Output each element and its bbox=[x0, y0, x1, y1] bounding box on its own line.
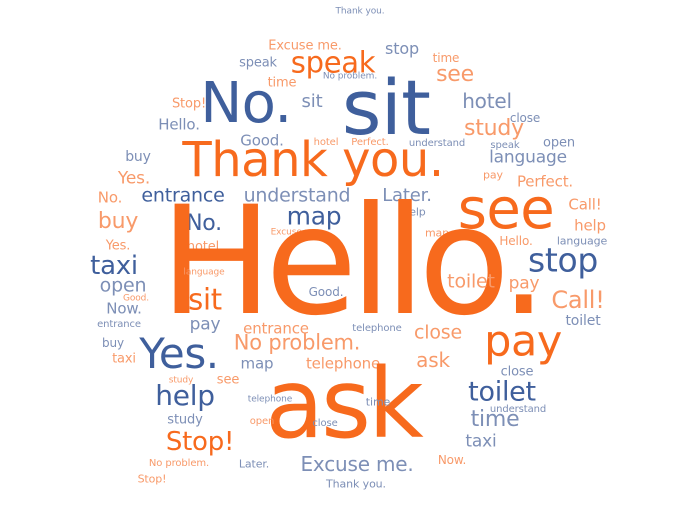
cloud-word: Stop! bbox=[137, 472, 167, 486]
cloud-word: Excuse me. bbox=[268, 38, 342, 54]
cloud-word: close bbox=[312, 418, 338, 429]
cloud-word: Good. bbox=[240, 131, 284, 150]
cloud-word: Excuse me. bbox=[300, 452, 414, 476]
cloud-word: time bbox=[470, 407, 520, 432]
cloud-word: Call! bbox=[568, 195, 602, 214]
cloud-word: No problem. bbox=[148, 458, 210, 469]
cloud-word: taxi bbox=[112, 351, 136, 367]
cloud-word: language bbox=[489, 147, 567, 168]
cloud-word: ask bbox=[416, 348, 450, 372]
cloud-word: Later. bbox=[238, 457, 270, 471]
cloud-word: Excuse me. bbox=[270, 227, 322, 238]
cloud-word: Now. bbox=[437, 453, 467, 467]
cloud-word: No. bbox=[186, 211, 222, 236]
cloud-word: Stop! bbox=[171, 96, 207, 112]
cloud-word: telephone bbox=[352, 323, 402, 334]
cloud-word: map bbox=[424, 226, 450, 240]
cloud-word: speak bbox=[290, 45, 376, 80]
cloud-word: pay bbox=[484, 316, 562, 367]
cloud-word: Yes. bbox=[105, 238, 131, 254]
cloud-word: speak bbox=[239, 55, 277, 71]
cloud-word: buy bbox=[125, 149, 151, 165]
cloud-word: Good. bbox=[122, 293, 150, 304]
cloud-word: pay bbox=[189, 314, 221, 335]
cloud-word: Thank you. bbox=[335, 6, 385, 17]
cloud-word: Yes. bbox=[139, 329, 219, 378]
cloud-word: see bbox=[216, 372, 240, 388]
cloud-word: buy bbox=[102, 336, 124, 350]
cloud-word: Perfect. bbox=[516, 172, 574, 191]
cloud-word: pay bbox=[508, 273, 540, 294]
cloud-word: No. bbox=[200, 71, 292, 136]
cloud-word: understand bbox=[489, 404, 547, 415]
cloud-word: help bbox=[402, 205, 426, 219]
cloud-word: close bbox=[500, 364, 534, 380]
cloud-word: telephone bbox=[305, 354, 381, 373]
cloud-word: No problem. bbox=[233, 330, 361, 355]
cloud-word: hotel bbox=[186, 239, 220, 255]
cloud-word: speak bbox=[490, 140, 520, 151]
cloud-word: buy bbox=[97, 209, 139, 234]
cloud-word: hotel bbox=[462, 89, 512, 113]
cloud-word: Perfect. bbox=[351, 137, 389, 148]
cloud-word: taxi bbox=[465, 431, 497, 452]
cloud-word: ask bbox=[265, 348, 424, 460]
cloud-word: study bbox=[168, 375, 194, 386]
cloud-word: study bbox=[464, 116, 524, 141]
cloud-word: study bbox=[167, 412, 203, 428]
cloud-word: toilet bbox=[468, 376, 536, 408]
cloud-word: open bbox=[543, 135, 575, 151]
cloud-word: sit bbox=[341, 63, 431, 152]
cloud-word: Thank you. bbox=[326, 477, 386, 491]
cloud-word: map bbox=[240, 354, 274, 373]
cloud-word: understand bbox=[408, 138, 466, 149]
cloud-word: understand bbox=[243, 184, 351, 207]
cloud-word: telephone bbox=[247, 394, 293, 405]
cloud-word: open bbox=[99, 274, 147, 297]
cloud-word: Call! bbox=[551, 286, 605, 314]
cloud-word: Hello. bbox=[158, 115, 200, 134]
cloud-word: pay bbox=[483, 168, 503, 182]
cloud-word: language bbox=[183, 267, 225, 278]
cloud-word: help bbox=[155, 379, 215, 412]
cloud-word: see bbox=[436, 62, 474, 87]
cloud-word: Later. bbox=[382, 185, 432, 206]
cloud-word: entrance bbox=[97, 319, 141, 330]
cloud-word: entrance bbox=[141, 184, 225, 207]
cloud-word: toilet bbox=[447, 270, 495, 293]
cloud-word: time bbox=[432, 51, 460, 65]
cloud-word: map bbox=[286, 201, 342, 231]
cloud-word-main: Hello. bbox=[159, 175, 548, 349]
cloud-word: Yes. bbox=[117, 168, 151, 189]
cloud-word: close bbox=[414, 321, 462, 344]
cloud-word: see bbox=[457, 177, 555, 242]
cloud-word: Now. bbox=[106, 299, 142, 318]
cloud-word: toilet bbox=[565, 313, 601, 329]
cloud-word: Stop! bbox=[165, 427, 235, 457]
cloud-word: Hello. bbox=[499, 234, 533, 248]
cloud-word: language bbox=[556, 234, 608, 248]
cloud-word: Good. bbox=[308, 285, 344, 299]
cloud-word: Thank you. bbox=[182, 132, 444, 188]
cloud-word: help bbox=[574, 216, 606, 235]
cloud-word: close bbox=[509, 111, 541, 125]
cloud-word: sit bbox=[188, 282, 222, 317]
cloud-word: entrance bbox=[243, 319, 309, 338]
cloud-word: stop bbox=[385, 39, 419, 58]
cloud-word: No problem. bbox=[322, 71, 378, 82]
cloud-word: taxi bbox=[90, 251, 138, 281]
cloud-word: stop bbox=[528, 240, 598, 280]
cloud-word: hotel bbox=[313, 137, 339, 148]
cloud-word: No. bbox=[97, 188, 123, 207]
cloud-word: sit bbox=[301, 91, 323, 112]
cloud-word: time bbox=[267, 75, 297, 91]
cloud-word: open bbox=[249, 416, 275, 427]
cloud-word: time bbox=[365, 395, 391, 409]
